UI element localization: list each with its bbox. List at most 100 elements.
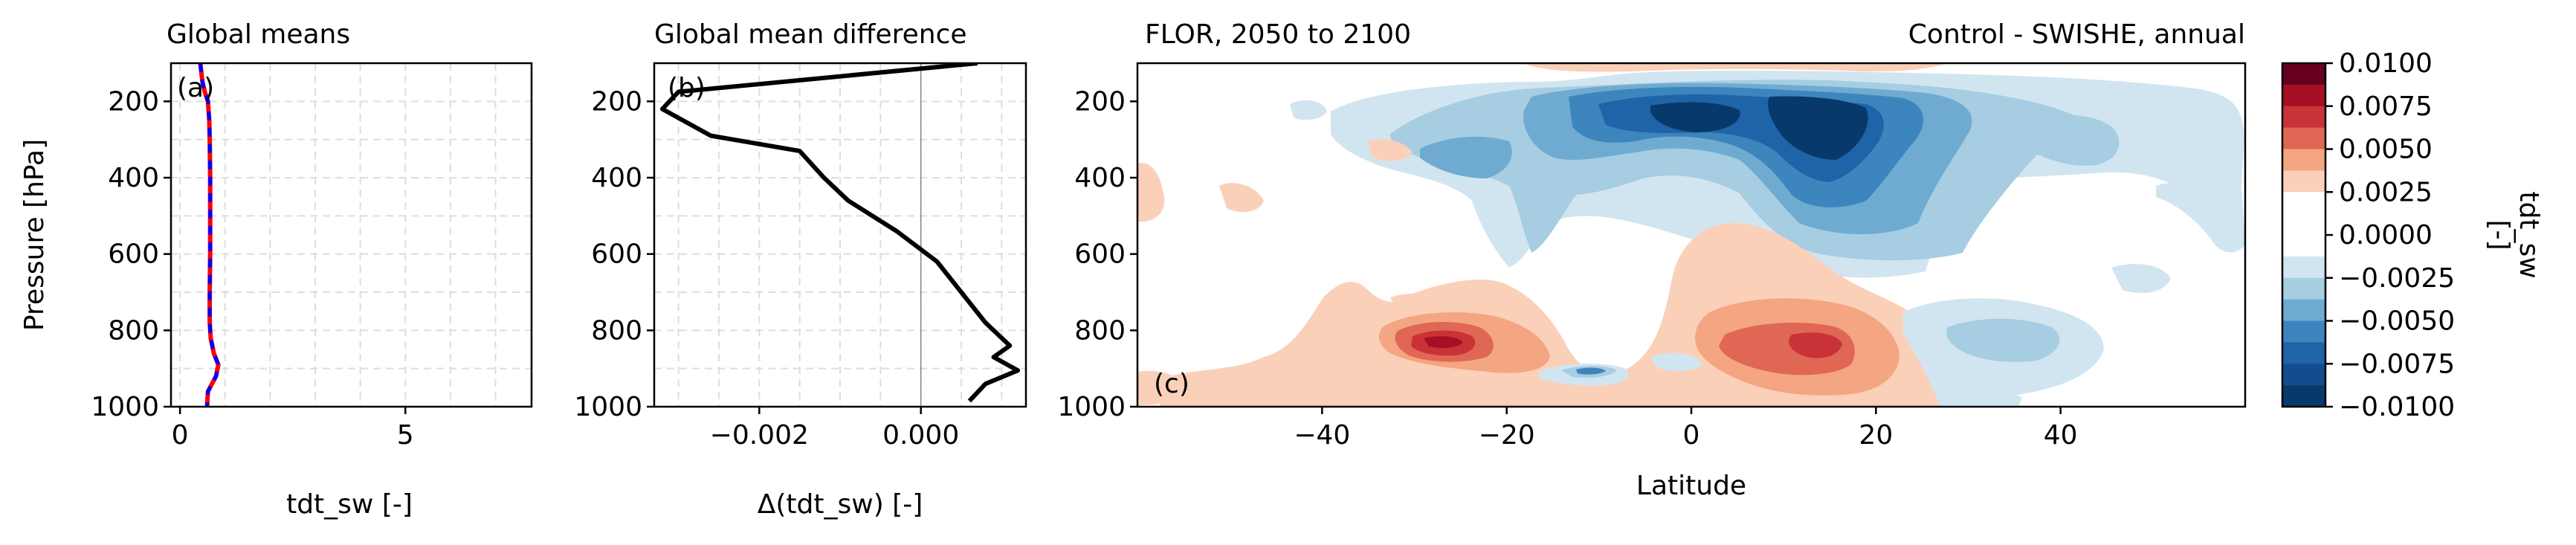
- colorbar-cell: [2282, 299, 2325, 321]
- contour-pos-0100-lower-b: [1789, 332, 1842, 358]
- panel-b-lines: [659, 63, 1021, 407]
- contour-neg-0050-upper-right: [2022, 115, 2120, 166]
- colorbar-cell: [2282, 127, 2325, 149]
- contour-pos-upper-top: [1524, 63, 1948, 72]
- y-tick-label: 400: [591, 163, 642, 193]
- contour-pos-0025-mid: [1390, 293, 1457, 318]
- colorbar-cell: [2282, 385, 2325, 407]
- colorbar-tick-label: 0.0000: [2339, 220, 2433, 251]
- colorbar-cell: [2282, 192, 2325, 214]
- y-tick-label: 200: [591, 86, 642, 117]
- y-tick-label: 1000: [1057, 392, 1126, 422]
- x-tick-label: −40: [1294, 420, 1350, 451]
- colorbar-label: tdt_sw [-]: [2484, 191, 2544, 278]
- y-tick-label: 400: [108, 163, 159, 193]
- contour-neg-small-left: [1290, 100, 1327, 120]
- contour-neg-lower-h: [1948, 389, 2022, 407]
- panel-c-title-left: FLOR, 2050 to 2100: [1145, 19, 1411, 50]
- y-tick-label: 800: [1074, 315, 1126, 346]
- panel-b: Global mean difference 200 400 600 800 1000 −…: [574, 19, 1027, 520]
- contour-pos-0125-lower-a: [1424, 336, 1463, 348]
- panel-a-lines: [198, 63, 221, 407]
- colorbar-tick-label: 0.0100: [2339, 48, 2433, 79]
- panel-c-xlabel: Latitude: [1636, 471, 1746, 501]
- y-tick-label: 200: [108, 86, 159, 117]
- panel-a-grid: [171, 63, 532, 407]
- x-tick-label: 20: [1859, 420, 1893, 451]
- colorbar-cell: [2282, 149, 2325, 171]
- colorbar-tick-label: 0.0050: [2339, 135, 2433, 165]
- y-tick-label: 600: [1074, 239, 1126, 270]
- panel-b-title: Global mean difference: [654, 19, 967, 50]
- panel-c-title-right: Control - SWISHE, annual: [1908, 19, 2245, 50]
- colorbar-cells: [2282, 63, 2325, 407]
- x-tick-label: 0.000: [882, 420, 959, 451]
- x-tick-label: −20: [1479, 420, 1535, 451]
- x-tick-label: 0: [172, 420, 189, 451]
- colorbar-tick-label: 0.0075: [2339, 91, 2433, 122]
- panel-c-contours: [1137, 63, 2245, 407]
- colorbar-tick-label: −0.0050: [2339, 306, 2455, 337]
- panel-a-frame: [170, 62, 533, 408]
- panel-b-xlabel: Δ(tdt_sw) [-]: [758, 489, 923, 520]
- panel-b-grid: [654, 63, 1026, 407]
- contour-pos-upper-c: [1219, 183, 1264, 213]
- contour-neg-0150-upper-b: [1768, 96, 1868, 160]
- y-tick-label: 600: [108, 239, 159, 270]
- panel-c: FLOR, 2050 to 2100 Control - SWISHE, ann…: [1057, 19, 2247, 501]
- x-tick-label: −0.002: [710, 420, 809, 451]
- colorbar: 0.0100 0.0075 0.0050 0.0025 0.0000 −0.0025 −0.…: [2281, 48, 2544, 422]
- colorbar-cell: [2282, 256, 2325, 279]
- colorbar-tick-label: −0.0075: [2339, 349, 2455, 379]
- colorbar-cell: [2282, 364, 2325, 386]
- y-tick-label: 800: [591, 315, 642, 346]
- colorbar-cell: [2282, 235, 2325, 257]
- colorbar-cell: [2282, 213, 2325, 236]
- contour-neg-lower-c: [1576, 367, 1606, 375]
- contour-neg-0075-upper-a: [1420, 136, 1512, 178]
- contour-neg-right-edge: [2156, 180, 2245, 253]
- y-tick-label: 1000: [91, 392, 159, 422]
- panel-b-frame: [653, 62, 1027, 408]
- panel-b-label: (b): [668, 73, 706, 103]
- colorbar-cell: [2282, 320, 2325, 343]
- contour-neg-lower-d: [1650, 352, 1702, 372]
- colorbar-tick-label: 0.0025: [2339, 177, 2433, 207]
- panel-a-ticks: 200 400 600 800 1000 0 5: [91, 86, 413, 451]
- y-tick-label: 200: [1074, 86, 1126, 117]
- contour-pos-upper-b: [1368, 138, 1413, 161]
- contour-pos-lower-left: [1137, 370, 1189, 405]
- y-tick-label: 400: [1074, 163, 1126, 193]
- contour-neg-lower-f: [1946, 318, 2060, 362]
- panel-c-label: (c): [1154, 369, 1189, 399]
- colorbar-cell: [2282, 106, 2325, 129]
- colorbar-ticks: 0.0100 0.0075 0.0050 0.0025 0.0000 −0.0025 −0.…: [2325, 48, 2455, 422]
- colorbar-cell: [2282, 170, 2325, 193]
- colorbar-label-line-2: [-]: [2484, 219, 2514, 250]
- panel-a-label: (a): [177, 73, 214, 103]
- colorbar-tick-label: −0.0025: [2339, 263, 2455, 294]
- y-tick-label: 600: [591, 239, 642, 270]
- panel-a: Global means 200 400 600 800 1000 0 5 (a) Pres…: [19, 19, 533, 520]
- colorbar-label-line-1: tdt_sw: [2514, 191, 2544, 278]
- contour-neg-0150-upper: [1650, 102, 1740, 132]
- x-tick-label: 5: [397, 420, 414, 451]
- colorbar-tick-label: −0.0100: [2339, 392, 2455, 422]
- colorbar-cell: [2282, 342, 2325, 364]
- panel-c-ticks: 200 400 600 800 1000 −40 −20 0 20 40: [1057, 86, 2077, 451]
- y-tick-label: 800: [108, 315, 159, 346]
- contour-pos-upper-left: [1137, 163, 1165, 222]
- x-tick-label: 40: [2044, 420, 2078, 451]
- panel-a-ylabel: Pressure [hPa]: [19, 139, 50, 331]
- x-tick-label: 0: [1683, 420, 1700, 451]
- colorbar-cell: [2282, 63, 2325, 86]
- panel-b-ticks: 200 400 600 800 1000 −0.002 0.000: [574, 86, 959, 451]
- colorbar-cell: [2282, 84, 2325, 107]
- series-line: [659, 63, 1021, 403]
- y-tick-label: 1000: [574, 392, 642, 422]
- colorbar-cell: [2282, 277, 2325, 300]
- panel-a-xlabel: tdt_sw [-]: [286, 489, 413, 520]
- contour-neg-lower-g: [2111, 264, 2171, 294]
- panel-a-title: Global means: [167, 19, 350, 50]
